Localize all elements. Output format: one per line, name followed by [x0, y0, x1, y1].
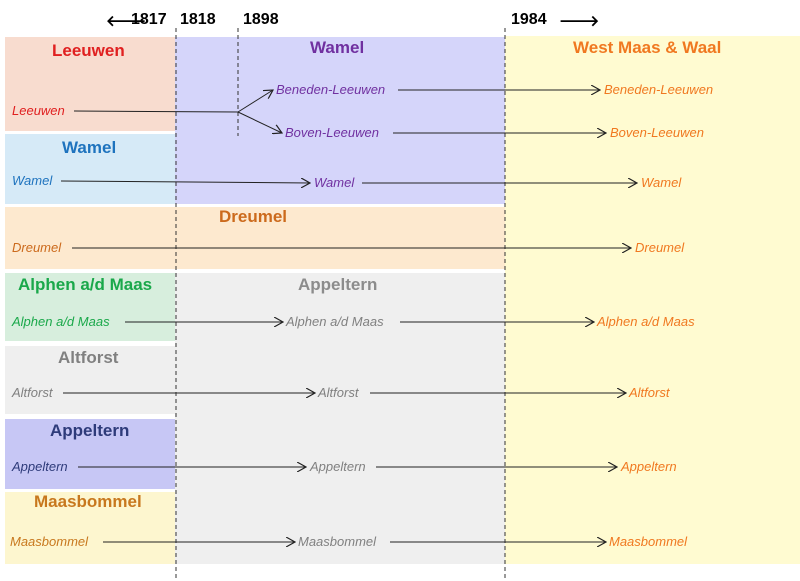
place-altforst-1818: Altforst [318, 385, 359, 400]
wamel-1818-region [175, 37, 505, 204]
alphen-region [5, 273, 175, 341]
wamel-1818-title: Wamel [310, 38, 365, 57]
appeltern-1818-title: Appeltern [298, 275, 378, 294]
dreumel-region [5, 207, 505, 269]
place-wamel-1817: Wamel [12, 173, 53, 188]
place-appeltern-1818: Appeltern [310, 459, 366, 474]
place-altforst-1984: Altforst [629, 385, 670, 400]
place-alphen-1984: Alphen a/d Maas [597, 314, 695, 329]
year-1818: 1818 [180, 11, 216, 28]
place-wamel-1818: Wamel [314, 175, 355, 190]
place-appeltern-1984: Appeltern [621, 459, 677, 474]
wamel-old-title: Wamel [62, 138, 117, 157]
place-alphen-1818: Alphen a/d Maas [286, 314, 384, 329]
dreumel-title: Dreumel [219, 207, 288, 226]
place-boven-1984: Boven-Leeuwen [610, 125, 704, 140]
place-dreumel-1984: Dreumel [635, 240, 685, 255]
place-appeltern-1817: Appeltern [12, 459, 68, 474]
place-maasbommel-1818: Maasbommel [298, 534, 377, 549]
place-dreumel-1817: Dreumel [12, 240, 62, 255]
arrow-leeuwen-beneden [237, 90, 273, 113]
arrow-leeuwen-stem [73, 110, 239, 113]
maasbommel-title: Maasbommel [34, 492, 142, 511]
place-beneden-1898: Beneden-Leeuwen [276, 82, 386, 97]
altforst-title: Altforst [58, 348, 119, 367]
start-arrow-icon: 🡐 [106, 12, 147, 30]
alphen-title: Alphen a/d Maas [18, 275, 153, 294]
place-leeuwen-1817: Leeuwen [12, 103, 65, 118]
place-maasbommel-1984: Maasbommel [609, 534, 688, 549]
arrow-wamel-1818 [60, 181, 310, 183]
maasbommel-region [5, 492, 175, 564]
place-beneden-1984: Beneden-Leeuwen [604, 82, 714, 97]
altforst-region [5, 346, 175, 414]
end-arrow-icon: 🡒 [559, 12, 600, 30]
place-altforst-1817: Altforst [12, 385, 53, 400]
place-wamel-1984: Wamel [641, 175, 682, 190]
arrow-leeuwen-boven [237, 111, 282, 133]
place-alphen-1817: Alphen a/d Maas [12, 314, 110, 329]
wamel-old-region [5, 134, 175, 204]
place-maasbommel-1817: Maasbommel [10, 534, 89, 549]
leeuwen-title: Leeuwen [52, 41, 125, 60]
west-maas-waal-region [505, 36, 800, 564]
year-1817: 1817 [131, 11, 167, 28]
year-1898: 1898 [243, 11, 279, 28]
appeltern-old-region [5, 419, 175, 489]
place-boven-1898: Boven-Leeuwen [285, 125, 379, 140]
leeuwen-region [5, 37, 175, 131]
west-maas-waal-title: West Maas & Waal [573, 38, 722, 57]
appeltern-old-title: Appeltern [50, 421, 130, 440]
year-1984: 1984 [511, 11, 547, 28]
